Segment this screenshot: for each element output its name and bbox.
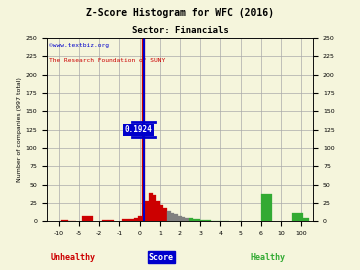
Text: ©www.textbiz.org: ©www.textbiz.org: [49, 43, 109, 48]
Bar: [189, 218, 193, 221]
Bar: [145, 201, 149, 221]
Bar: [149, 194, 153, 221]
Bar: [203, 220, 207, 221]
Bar: [122, 219, 129, 221]
Bar: [174, 214, 178, 221]
Bar: [142, 38, 145, 221]
Y-axis label: Number of companies (997 total): Number of companies (997 total): [17, 77, 22, 182]
Text: Z-Score Histogram for WFC (2016): Z-Score Histogram for WFC (2016): [86, 8, 274, 18]
Bar: [160, 205, 163, 221]
Bar: [108, 220, 114, 221]
Bar: [207, 220, 211, 221]
Text: Healthy: Healthy: [251, 253, 285, 262]
Bar: [62, 220, 68, 221]
Text: The Research Foundation of SUNY: The Research Foundation of SUNY: [49, 58, 166, 63]
Bar: [156, 201, 160, 221]
Bar: [196, 219, 200, 221]
Bar: [185, 218, 189, 221]
Bar: [163, 208, 167, 221]
Bar: [102, 220, 108, 221]
Bar: [200, 220, 203, 221]
Bar: [129, 219, 135, 221]
Bar: [181, 217, 185, 221]
Bar: [134, 218, 138, 221]
Text: Score: Score: [149, 253, 174, 262]
Bar: [138, 215, 141, 221]
Bar: [302, 218, 309, 221]
Bar: [292, 212, 303, 221]
Bar: [261, 194, 272, 221]
Text: Sector: Financials: Sector: Financials: [132, 26, 228, 35]
Bar: [193, 219, 196, 221]
Bar: [82, 216, 93, 221]
Text: 0.1924: 0.1924: [125, 125, 152, 134]
Bar: [178, 215, 181, 221]
Bar: [171, 212, 174, 221]
Text: Unhealthy: Unhealthy: [51, 253, 96, 262]
Bar: [153, 195, 156, 221]
Bar: [167, 211, 171, 221]
